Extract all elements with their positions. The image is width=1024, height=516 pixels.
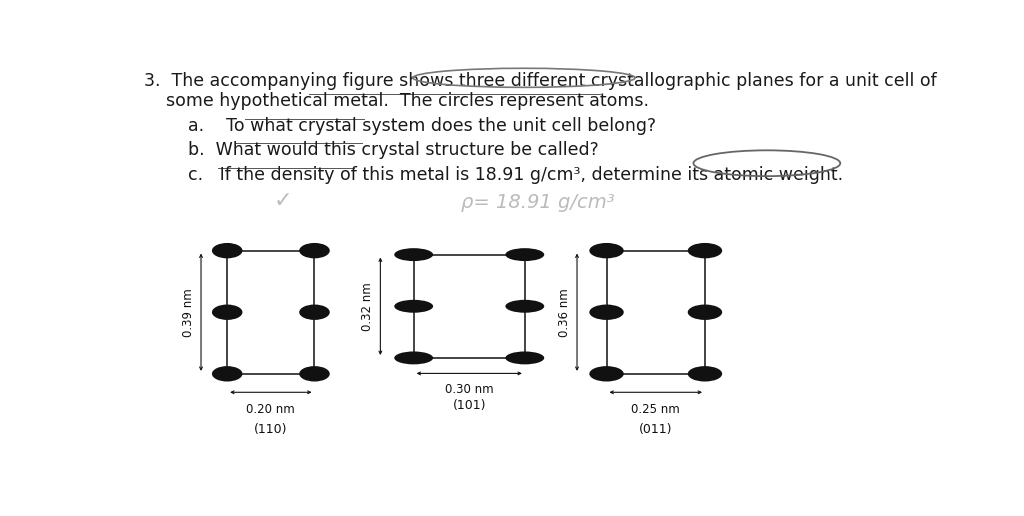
Text: 0.20 nm: 0.20 nm (247, 404, 295, 416)
Text: (101): (101) (453, 399, 486, 412)
Text: 0.32 nm: 0.32 nm (361, 282, 374, 331)
Text: ρ= 18.91 g/cm³: ρ= 18.91 g/cm³ (461, 193, 615, 212)
Ellipse shape (590, 366, 624, 381)
Text: 0.36 nm: 0.36 nm (558, 288, 570, 336)
Ellipse shape (394, 248, 433, 261)
Ellipse shape (506, 248, 544, 261)
Text: 0.30 nm: 0.30 nm (445, 383, 494, 396)
Ellipse shape (299, 304, 330, 320)
Text: (011): (011) (639, 423, 673, 436)
Ellipse shape (506, 351, 544, 364)
Ellipse shape (212, 243, 243, 259)
Ellipse shape (299, 366, 330, 381)
Ellipse shape (394, 300, 433, 313)
Ellipse shape (688, 304, 722, 320)
Ellipse shape (212, 366, 243, 381)
Ellipse shape (590, 243, 624, 259)
Text: 0.39 nm: 0.39 nm (181, 288, 195, 336)
Ellipse shape (299, 243, 330, 259)
Ellipse shape (688, 366, 722, 381)
Text: b.  What would this crystal structure be called?: b. What would this crystal structure be … (143, 141, 599, 159)
Text: c.   If the density of this metal is 18.91 g/cm³, determine its atomic weight.: c. If the density of this metal is 18.91… (143, 166, 843, 184)
Text: a.    To what crystal system does the unit cell belong?: a. To what crystal system does the unit … (143, 117, 656, 135)
Text: ✓: ✓ (273, 191, 292, 211)
Text: 3.  The accompanying figure shows three different crystallographic planes for a : 3. The accompanying figure shows three d… (143, 72, 937, 90)
Text: (110): (110) (254, 423, 288, 436)
Text: some hypothetical metal.  The circles represent atoms.: some hypothetical metal. The circles rep… (143, 92, 649, 110)
Ellipse shape (688, 243, 722, 259)
Ellipse shape (394, 351, 433, 364)
Ellipse shape (212, 304, 243, 320)
Ellipse shape (590, 304, 624, 320)
Text: 0.25 nm: 0.25 nm (632, 404, 680, 416)
Ellipse shape (506, 300, 544, 313)
